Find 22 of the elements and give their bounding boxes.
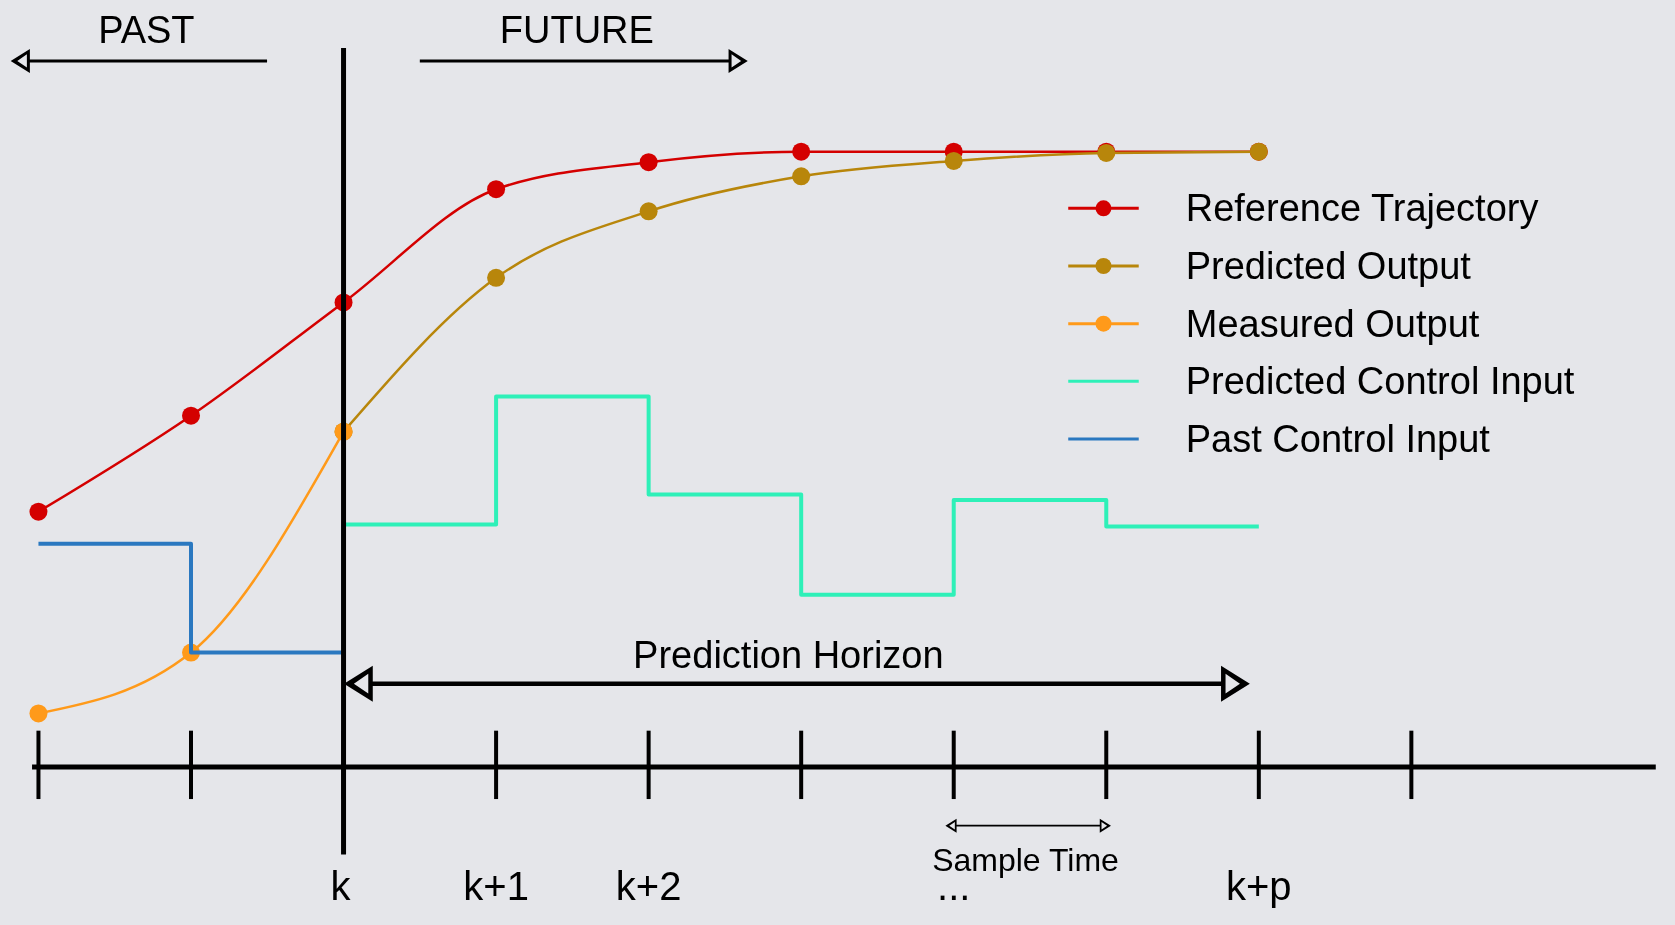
- text: PAST: [98, 8, 195, 51]
- point: [29, 704, 48, 723]
- x-tick-label: k: [330, 864, 352, 908]
- legend-label: Measured Output: [1185, 302, 1480, 345]
- point: [29, 502, 48, 521]
- point: [487, 180, 506, 199]
- point: [792, 167, 811, 186]
- x-tick-label: k+2: [615, 864, 682, 908]
- legend-label: Predicted Output: [1185, 244, 1472, 287]
- legend-label: Past Control Input: [1185, 418, 1491, 461]
- point: [639, 153, 658, 172]
- text: FUTURE: [499, 8, 654, 51]
- legend-label: Reference Trajectory: [1185, 187, 1539, 230]
- point: [792, 142, 811, 161]
- legend-label: Predicted Control Input: [1185, 360, 1575, 403]
- point: [639, 202, 658, 221]
- x-tick-label: k+p: [1226, 864, 1292, 908]
- point: [487, 268, 506, 287]
- point: [944, 151, 963, 170]
- point: [182, 406, 200, 425]
- annotation: Prediction Horizon: [633, 633, 944, 676]
- x-tick-label: k+1: [463, 864, 529, 908]
